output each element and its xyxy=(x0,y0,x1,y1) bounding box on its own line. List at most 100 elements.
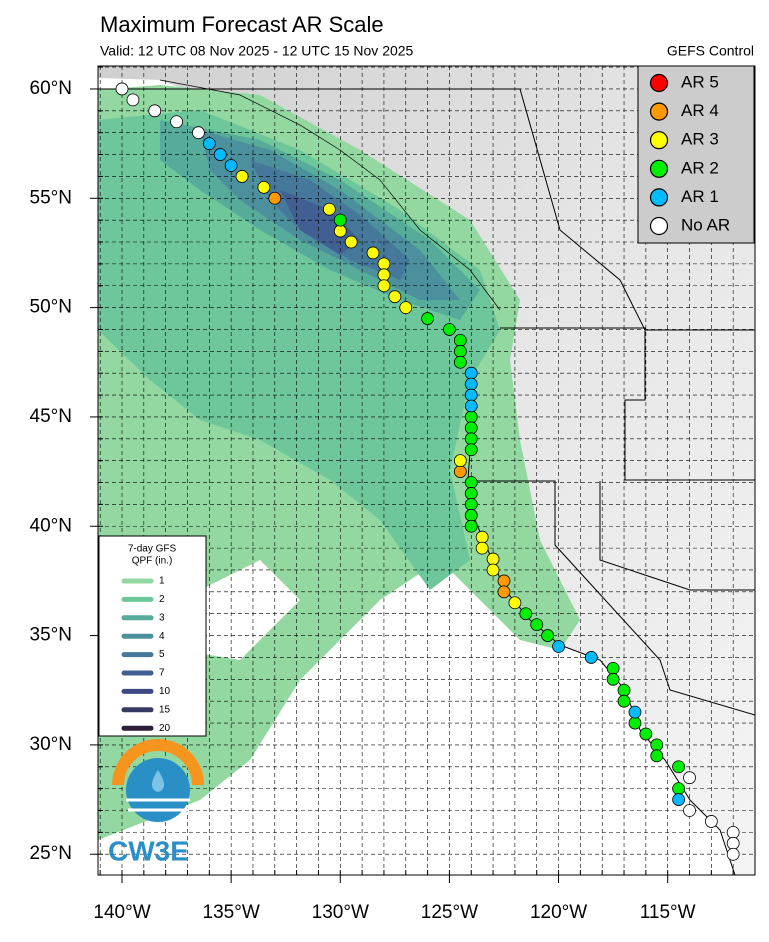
track-point xyxy=(453,465,467,478)
y-tick-label: 25°N xyxy=(30,843,72,864)
track-point xyxy=(726,847,740,861)
track-point xyxy=(683,804,696,817)
legend-swatch xyxy=(649,188,669,207)
legend-swatch xyxy=(649,159,669,178)
grid: 140°W 135°W 130°W 125°W 120°W 115°W25°N30°N35… xyxy=(30,66,756,923)
qpf-level-label: 20 xyxy=(159,723,171,734)
track-point xyxy=(464,487,478,500)
legend-swatch xyxy=(649,73,669,93)
track-point xyxy=(453,334,467,347)
y-tick-label: 55°N xyxy=(30,187,72,208)
qpf-legend-title: 7-day GFS xyxy=(128,544,177,555)
track-point xyxy=(464,366,478,380)
track-point xyxy=(541,629,555,642)
track-point xyxy=(453,454,467,468)
qpf-level-label: 1 xyxy=(159,576,165,587)
track-point xyxy=(377,257,391,271)
track-point xyxy=(464,399,478,413)
legend-label: AR 3 xyxy=(681,130,719,149)
x-tick-label: 120°W xyxy=(530,902,587,923)
plot-frame xyxy=(97,65,756,876)
y-tick-label: 50°N xyxy=(30,297,72,318)
track-point xyxy=(726,825,740,839)
track-point xyxy=(475,530,489,544)
track-point xyxy=(333,213,347,227)
track-point xyxy=(377,268,391,282)
legend-box xyxy=(637,65,755,244)
track-points xyxy=(115,82,740,861)
legend-label: AR 4 xyxy=(681,101,719,120)
track-point xyxy=(224,159,238,172)
logo-text: CW3E xyxy=(108,835,189,866)
track-point xyxy=(453,355,467,369)
track-point xyxy=(726,836,740,850)
legend-swatch xyxy=(649,102,669,121)
track-point xyxy=(464,519,478,533)
track-point xyxy=(115,82,129,96)
track-point xyxy=(497,574,511,588)
track-point xyxy=(148,104,162,118)
track-point xyxy=(202,137,216,151)
qpf-level-label: 5 xyxy=(159,649,165,660)
track-point xyxy=(486,552,500,566)
track-point xyxy=(464,443,478,457)
track-point xyxy=(126,93,140,107)
track-point xyxy=(650,749,664,763)
track-point xyxy=(530,618,544,632)
logo: CW3E xyxy=(108,739,204,866)
track-point xyxy=(704,815,718,828)
legend-label: No AR xyxy=(681,215,730,234)
qpf-legend-title: QPF (in.) xyxy=(132,556,173,567)
legend: AR 5 AR 4 AR 3 AR 2 AR 1 No AR xyxy=(637,65,755,244)
qpf-level-label: 2 xyxy=(159,594,165,605)
y-tick-label: 45°N xyxy=(30,406,72,427)
qpf-level-label: 3 xyxy=(159,612,165,623)
track-point xyxy=(170,115,183,129)
y-tick-label: 40°N xyxy=(30,515,72,536)
track-point xyxy=(235,170,249,183)
legend-label: AR 2 xyxy=(681,158,719,177)
track-point xyxy=(268,191,282,205)
track-point xyxy=(650,738,664,752)
track-point xyxy=(453,344,467,358)
track-point xyxy=(192,126,205,140)
track-point xyxy=(617,694,631,708)
track-point xyxy=(464,508,478,522)
track-point xyxy=(672,760,686,774)
track-point xyxy=(213,148,227,161)
track-point xyxy=(421,312,434,325)
qpf-level-label: 4 xyxy=(159,631,165,642)
track-point xyxy=(377,279,391,293)
track-point xyxy=(464,476,478,489)
track-point xyxy=(508,596,522,610)
track-point xyxy=(464,497,478,511)
track-point xyxy=(475,541,489,555)
track-point xyxy=(672,782,686,796)
track-point xyxy=(606,672,620,686)
track-point xyxy=(639,727,653,741)
x-tick-label: 140°W xyxy=(93,902,150,923)
track-point xyxy=(617,683,631,697)
x-tick-label: 115°W xyxy=(640,902,696,923)
qpf-level-label: 15 xyxy=(159,704,171,715)
track-point xyxy=(606,661,620,675)
track-point xyxy=(399,301,413,315)
qpf-level-label: 10 xyxy=(159,686,171,697)
track-point xyxy=(464,388,478,402)
track-point xyxy=(257,180,271,194)
track-point xyxy=(584,651,598,664)
track-point xyxy=(628,705,642,719)
legend-label: AR 1 xyxy=(681,187,719,206)
track-point xyxy=(464,421,478,435)
y-tick-label: 30°N xyxy=(30,734,72,755)
legend-swatch xyxy=(649,216,669,236)
legend-swatch xyxy=(649,131,669,150)
x-tick-label: 125°W xyxy=(421,902,478,923)
track-point xyxy=(443,323,456,336)
track-point xyxy=(333,224,347,238)
y-tick-label: 35°N xyxy=(30,625,72,646)
track-point xyxy=(672,793,686,806)
legend-label: AR 5 xyxy=(681,72,719,91)
track-point xyxy=(683,771,696,785)
